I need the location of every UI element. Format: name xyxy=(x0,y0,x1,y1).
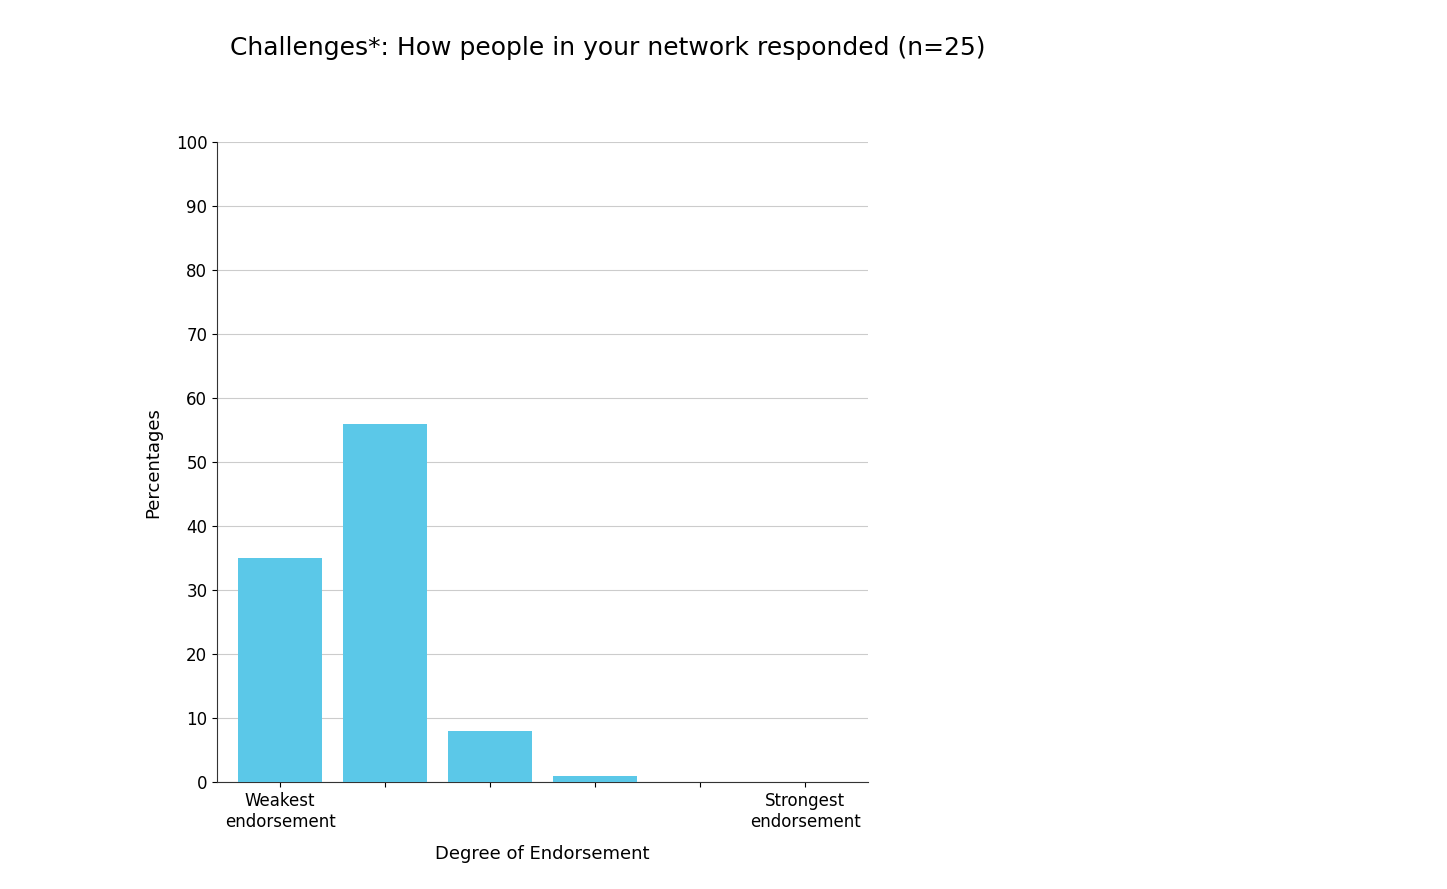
Bar xyxy=(449,731,532,782)
Text: Challenges*: How people in your network responded (n=25): Challenges*: How people in your network … xyxy=(230,36,985,60)
Bar xyxy=(239,558,323,782)
X-axis label: Degree of Endorsement: Degree of Endorsement xyxy=(436,845,650,862)
Y-axis label: Percentages: Percentages xyxy=(143,407,162,517)
Bar xyxy=(553,776,637,782)
Bar xyxy=(343,424,427,782)
